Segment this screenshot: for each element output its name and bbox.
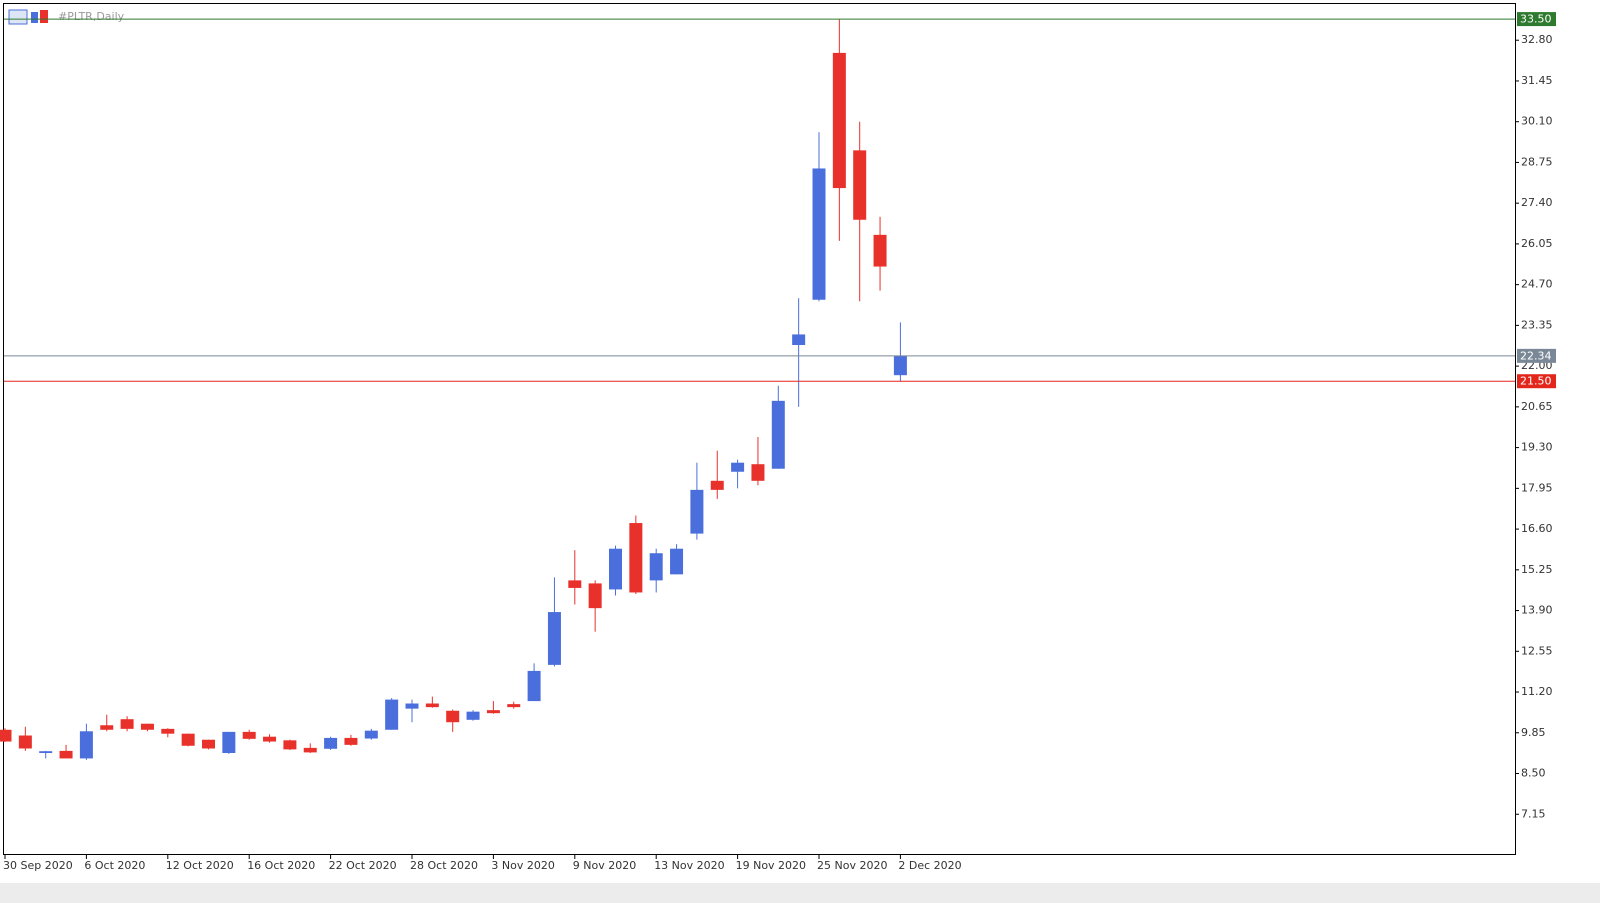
- x-tick-label: 22 Oct 2020: [329, 859, 397, 872]
- y-tick-label: 31.45: [1521, 74, 1553, 87]
- candle-body: [283, 740, 297, 750]
- y-tick-label: 28.75: [1521, 155, 1553, 168]
- candle-body: [792, 334, 806, 346]
- x-tick-label: 13 Nov 2020: [654, 859, 724, 872]
- candle-body: [486, 710, 500, 714]
- candle-body: [405, 703, 419, 709]
- candle-body: [324, 737, 338, 749]
- candle-body: [344, 737, 358, 745]
- candle-body: [853, 150, 867, 220]
- y-tick-label: 32.80: [1521, 33, 1553, 46]
- icon: [40, 10, 48, 23]
- candle-body: [547, 612, 561, 665]
- status-strip: [0, 883, 1600, 903]
- candle-body: [670, 548, 684, 575]
- x-tick-label: 12 Oct 2020: [166, 859, 234, 872]
- price-label-box: [1517, 12, 1556, 27]
- candle-body: [263, 736, 277, 742]
- toolbar-icons: [8, 9, 48, 25]
- x-tick-label: 28 Oct 2020: [410, 859, 478, 872]
- candle-body: [568, 580, 582, 588]
- candle-body: [39, 751, 53, 754]
- x-tick-label: 9 Nov 2020: [573, 859, 636, 872]
- candle-body: [710, 480, 724, 490]
- price-label-box: [1517, 348, 1556, 363]
- candle-body: [242, 731, 256, 739]
- price-label: 33.50: [1520, 13, 1552, 26]
- candle-body: [385, 699, 399, 730]
- y-tick-label: 8.50: [1521, 767, 1546, 780]
- candle-body: [609, 548, 622, 590]
- y-tick-label: 23.35: [1521, 318, 1553, 331]
- candle-body: [893, 355, 907, 376]
- x-tick-label: 3 Nov 2020: [491, 859, 554, 872]
- chart-title: #PLTR,Daily: [58, 10, 125, 23]
- candle-body: [812, 168, 826, 300]
- y-tick-label: 17.95: [1521, 481, 1553, 494]
- candle-body: [120, 719, 134, 729]
- candle-body: [303, 747, 317, 753]
- y-tick-label: 20.65: [1521, 400, 1553, 413]
- price-label: 22.34: [1520, 349, 1552, 362]
- x-tick-label: 30 Sep 2020: [3, 859, 73, 872]
- candle-body: [690, 489, 704, 534]
- price-label-box: [1517, 374, 1556, 389]
- candle-body: [100, 725, 114, 730]
- y-tick-label: 9.85: [1521, 726, 1546, 739]
- candle-body: [446, 710, 460, 723]
- x-tick-label: 2 Dec 2020: [898, 859, 961, 872]
- y-tick-label: 30.10: [1521, 115, 1553, 128]
- y-tick-label: 7.15: [1521, 807, 1546, 820]
- candle-body: [181, 733, 195, 746]
- y-tick-label: 16.60: [1521, 522, 1553, 535]
- candle-body: [425, 703, 439, 708]
- candle-body: [0, 729, 12, 742]
- y-tick-label: 13.90: [1521, 604, 1553, 617]
- candle-body: [771, 400, 785, 469]
- candle-body: [202, 739, 215, 749]
- x-tick-label: 16 Oct 2020: [247, 859, 315, 872]
- candle-body: [140, 723, 154, 730]
- candle-body: [222, 731, 236, 754]
- y-tick-label: 12.55: [1521, 644, 1553, 657]
- candle-body: [649, 553, 663, 581]
- candle-body: [832, 52, 846, 189]
- candle-body: [731, 462, 745, 472]
- candle-body: [364, 730, 378, 739]
- candle-body: [18, 735, 32, 749]
- candle-body: [59, 750, 73, 759]
- price-label: 21.50: [1520, 375, 1552, 388]
- y-tick-label: 26.05: [1521, 237, 1553, 250]
- candle-body: [588, 583, 602, 609]
- plot-frame: [3, 3, 1516, 855]
- candle-body: [873, 234, 887, 267]
- y-tick-label: 27.40: [1521, 196, 1553, 209]
- candle-body: [161, 728, 175, 734]
- candle-body: [751, 464, 765, 481]
- icon: [31, 12, 38, 23]
- candle-body: [79, 731, 93, 759]
- y-tick-label: 11.20: [1521, 685, 1553, 698]
- y-tick-label: 24.70: [1521, 278, 1553, 291]
- x-tick-label: 25 Nov 2020: [817, 859, 887, 872]
- candle-body: [629, 523, 643, 593]
- candle-body: [527, 670, 541, 702]
- x-tick-label: 19 Nov 2020: [736, 859, 806, 872]
- y-tick-label: 15.25: [1521, 563, 1553, 576]
- x-tick-label: 6 Oct 2020: [84, 859, 145, 872]
- icon: [8, 9, 28, 25]
- candle-body: [466, 711, 480, 720]
- y-tick-label: 19.30: [1521, 441, 1553, 454]
- candle-body: [507, 704, 521, 708]
